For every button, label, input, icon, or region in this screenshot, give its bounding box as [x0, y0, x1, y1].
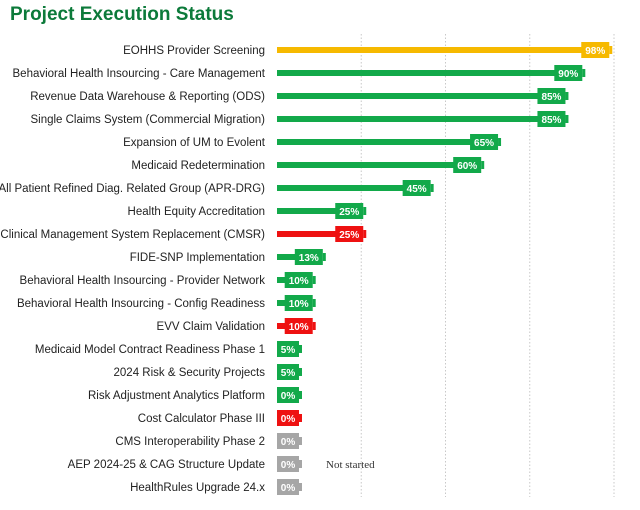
- value-badge-cap: [481, 161, 485, 169]
- value-badge: [470, 134, 499, 150]
- bar: [277, 47, 608, 53]
- value-badge: [277, 410, 299, 426]
- value-badge-cap: [299, 414, 302, 422]
- value-badge: [277, 387, 299, 403]
- value-badge-cap: [322, 253, 326, 261]
- annotation-not-started: Not started: [326, 459, 375, 471]
- value-badge: [284, 272, 313, 288]
- category-label: HealthRules Upgrade 24.x: [130, 482, 265, 494]
- value-badge: [537, 111, 566, 127]
- category-label: EOHHS Provider Screening: [123, 45, 265, 57]
- data-label: 10%: [289, 276, 309, 287]
- category-label: 2024 Risk & Security Projects: [114, 367, 266, 379]
- data-label: 65%: [474, 138, 494, 149]
- data-label: 13%: [299, 253, 319, 264]
- value-badge-cap: [430, 184, 434, 192]
- category-label: Medicaid Model Contract Readiness Phase …: [35, 344, 265, 356]
- data-label: 45%: [407, 184, 427, 195]
- bar: [277, 208, 362, 214]
- value-badge: [284, 318, 313, 334]
- data-label: 0%: [281, 483, 296, 494]
- category-label: AEP 2024-25 & CAG Structure Update: [68, 459, 265, 471]
- data-label: 10%: [289, 322, 309, 333]
- category-label: Medicaid Redetermination: [131, 160, 265, 172]
- bar: [277, 70, 581, 76]
- data-label: 90%: [558, 69, 578, 80]
- value-badge: [277, 456, 299, 472]
- value-badge: [335, 226, 364, 242]
- value-badge: [453, 157, 482, 173]
- category-label: CMS Interoperability Phase 2: [115, 436, 265, 448]
- value-badge: [294, 249, 323, 265]
- category-label: All Patient Refined Diag. Related Group …: [0, 183, 265, 195]
- value-badge-cap: [582, 69, 586, 77]
- category-label: Behavioral Health Insourcing - Config Re…: [17, 298, 265, 310]
- value-badge: [335, 203, 364, 219]
- bar: [277, 93, 564, 99]
- value-badge: [554, 65, 583, 81]
- data-label: 10%: [289, 299, 309, 310]
- category-label: EVV Claim Validation: [157, 321, 265, 333]
- category-label: Revenue Data Warehouse & Reporting (ODS): [30, 91, 265, 103]
- value-badge-cap: [363, 230, 367, 238]
- value-badge-cap: [312, 299, 316, 307]
- category-label: Clinical Management System Replacement (…: [0, 229, 265, 241]
- data-label: 85%: [541, 92, 561, 103]
- data-label: 98%: [585, 46, 605, 57]
- value-badge: [277, 433, 299, 449]
- value-badge: [581, 42, 610, 58]
- data-label: 25%: [339, 207, 359, 218]
- value-badge-cap: [299, 460, 302, 468]
- value-badge-cap: [299, 391, 302, 399]
- value-badge-cap: [565, 92, 569, 100]
- category-label: Risk Adjustment Analytics Platform: [88, 390, 265, 402]
- value-badge-cap: [299, 437, 302, 445]
- value-badge: [537, 88, 566, 104]
- category-label: FIDE-SNP Implementation: [130, 252, 265, 264]
- category-label: Expansion of UM to Evolent: [123, 137, 266, 149]
- value-badge-cap: [498, 138, 502, 146]
- data-label: 60%: [457, 161, 477, 172]
- bar: [277, 116, 564, 122]
- value-badge-cap: [363, 207, 367, 215]
- value-badge: [284, 295, 313, 311]
- category-label: Cost Calculator Phase III: [138, 413, 265, 425]
- bar: [277, 162, 480, 168]
- value-badge: [277, 479, 299, 495]
- value-badge-cap: [609, 46, 613, 54]
- value-badge-cap: [299, 368, 302, 376]
- data-label: 5%: [281, 345, 296, 356]
- category-label: Behavioral Health Insourcing - Provider …: [20, 275, 266, 287]
- data-label: 5%: [281, 368, 296, 379]
- data-label: 0%: [281, 414, 296, 425]
- category-label: Single Claims System (Commercial Migrati…: [30, 114, 265, 126]
- category-label: Health Equity Accreditation: [128, 206, 265, 218]
- value-badge-cap: [312, 322, 316, 330]
- category-label: Behavioral Health Insourcing - Care Mana…: [13, 68, 266, 80]
- bar: [277, 231, 362, 237]
- bar: [277, 185, 429, 191]
- value-badge-cap: [565, 115, 569, 123]
- value-badge: [277, 364, 299, 380]
- data-label: 0%: [281, 391, 296, 402]
- chart-title: Project Execution Status: [10, 4, 234, 25]
- data-label: 85%: [541, 115, 561, 126]
- value-badge-cap: [312, 276, 316, 284]
- data-label: 25%: [339, 230, 359, 241]
- data-label: 0%: [281, 437, 296, 448]
- value-badge: [402, 180, 431, 196]
- data-label: 0%: [281, 460, 296, 471]
- bar: [277, 139, 497, 145]
- value-badge-cap: [299, 345, 302, 353]
- value-badge: [277, 341, 299, 357]
- value-badge-cap: [299, 483, 302, 491]
